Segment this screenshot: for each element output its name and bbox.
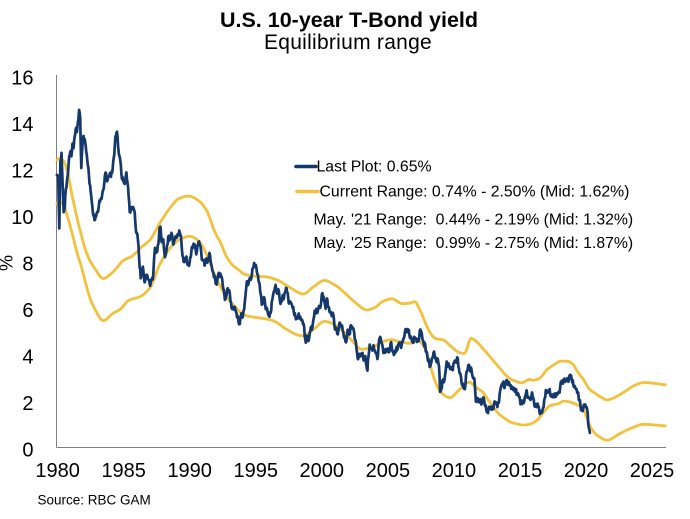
svg-text:1990: 1990 <box>167 460 212 482</box>
svg-text:10: 10 <box>11 207 33 229</box>
svg-text:2015: 2015 <box>498 460 543 482</box>
svg-text:8: 8 <box>22 253 33 275</box>
svg-text:6: 6 <box>22 300 33 322</box>
svg-text:1985: 1985 <box>101 460 146 482</box>
svg-text:%: % <box>0 255 17 271</box>
svg-text:May. '25 Range: 0.99% - 2.75%: May. '25 Range: 0.99% - 2.75% (Mid: 1.87… <box>314 235 634 252</box>
svg-text:May. '21 Range: 0.44% - 2.19%: May. '21 Range: 0.44% - 2.19% (Mid: 1.32… <box>314 212 634 229</box>
svg-text:Last Plot: 0.65%: Last Plot: 0.65% <box>317 159 432 176</box>
svg-text:12: 12 <box>11 160 33 182</box>
svg-text:14: 14 <box>11 114 33 136</box>
svg-text:0: 0 <box>22 439 33 461</box>
svg-text:2025: 2025 <box>630 460 675 482</box>
svg-text:2005: 2005 <box>366 460 411 482</box>
svg-text:2: 2 <box>22 393 33 415</box>
svg-text:4: 4 <box>22 346 33 368</box>
svg-text:Equilibrium range: Equilibrium range <box>264 31 432 54</box>
svg-text:Current Range: 0.74% - 2.50% (: Current Range: 0.74% - 2.50% (Mid: 1.62%… <box>320 184 630 201</box>
svg-text:Source: RBC GAM: Source: RBC GAM <box>38 493 151 508</box>
svg-text:2000: 2000 <box>300 460 345 482</box>
svg-text:2010: 2010 <box>432 460 477 482</box>
svg-text:1995: 1995 <box>234 460 279 482</box>
svg-text:1980: 1980 <box>35 460 80 482</box>
svg-text:16: 16 <box>11 67 33 89</box>
svg-text:U.S. 10-year T-Bond yield: U.S. 10-year T-Bond yield <box>220 8 478 32</box>
svg-text:2020: 2020 <box>564 460 609 482</box>
